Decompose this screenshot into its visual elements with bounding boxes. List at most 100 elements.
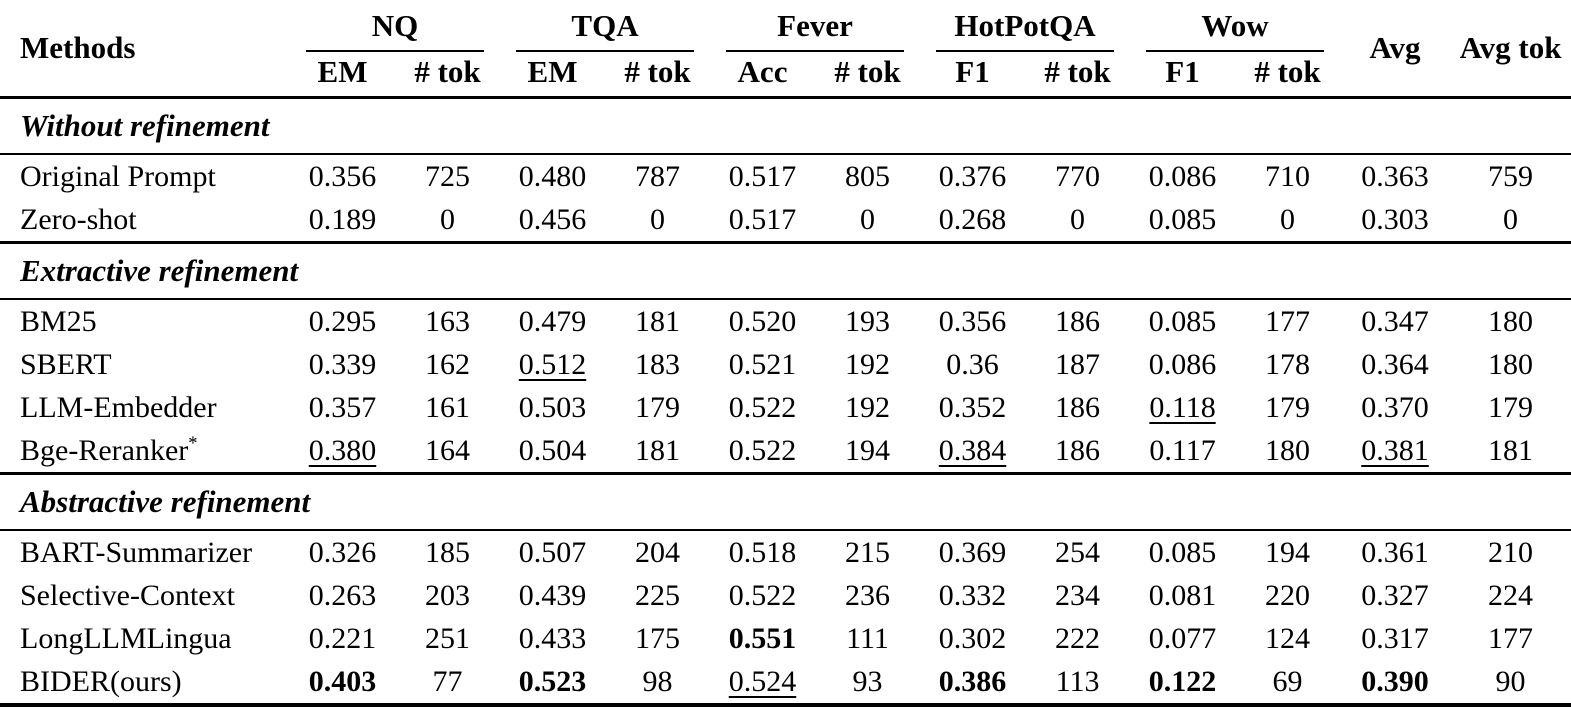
cell-value: 225 [635,578,680,612]
value-cell: 0.524 [710,660,815,707]
value-cell: 220 [1235,574,1340,617]
cell-value: 0.361 [1361,535,1429,569]
cell-value: 759 [1488,159,1534,193]
rule-under-fever [726,50,904,52]
value-cell: 0 [815,198,920,243]
cell-value: 186 [1055,390,1100,424]
avg-tok-column-header: Avg tok [1450,0,1571,99]
value-cell: 0.357 [290,386,395,429]
cell-value: 180 [1488,304,1534,338]
rule-under-nq [306,50,484,52]
section-title: Without refinement [0,96,1571,155]
value-cell: 236 [815,574,920,617]
group-header-row: Methods NQ TQA Fever HotPotQA Wow Avg [0,0,1571,99]
value-cell: 0 [1450,198,1571,243]
subheader-nq-em: EM [290,52,395,99]
cell-value: 0.403 [308,664,377,698]
value-cell: 0.456 [500,198,605,243]
value-cell: 177 [1235,299,1340,343]
section-header-row: Abstractive refinement [0,472,1571,531]
rule-under-wow [1146,50,1325,52]
cell-value: 69 [1272,664,1303,698]
method-name: BART-Summarizer [0,530,290,574]
table-row: SBERT 0.339 162 0.512 183 0.521 192 0.36 187 0.08… [0,343,1571,386]
cell-value: 179 [1265,390,1311,424]
value-cell: 180 [1450,299,1571,343]
value-cell: 0.122 [1130,660,1236,707]
value-cell: 0.380 [290,429,395,474]
cell-value: 0.36 [946,347,999,381]
group-label-nq: NQ [371,8,419,43]
value-cell: 0.327 [1340,574,1450,617]
method-name: Original Prompt [0,154,290,198]
cell-value: 180 [1265,433,1311,467]
cell-value: 0.268 [938,202,1007,236]
method-name: Selective-Context [0,574,290,617]
table-row: Selective-Context 0.263 203 0.439 225 0.522 23… [0,574,1571,617]
value-cell: 192 [815,343,920,386]
value-cell: 0.117 [1130,429,1235,474]
cell-value: 0.439 [518,578,587,612]
table-row: Zero-shot 0.189 0 0.456 0 0.517 0 0.268 0 0.085 0 0… [0,198,1571,243]
cell-value: 113 [1055,664,1100,698]
cell-value: 0.221 [308,621,377,655]
cell-value: 0.085 [1148,202,1217,236]
value-cell: 0.268 [920,198,1025,243]
value-cell: 0.433 [500,617,605,660]
value-cell: 0.347 [1340,299,1450,343]
cell-value: 0.189 [308,202,377,236]
value-cell: 0.479 [500,299,605,343]
cell-value: 193 [845,304,890,338]
cell-value: 210 [1488,535,1534,569]
value-cell: 0.520 [710,299,815,343]
cell-value: 251 [425,621,470,655]
value-cell: 77 [395,660,500,707]
table-body: Without refinement Original Prompt 0.356 72… [0,96,1571,707]
cell-value: 0.507 [518,535,587,569]
cell-value: 0.504 [518,433,587,467]
value-cell: 0.522 [710,574,815,617]
value-cell: 194 [1235,530,1340,574]
value-cell: 181 [1450,429,1571,474]
cell-value: 0.081 [1148,578,1217,612]
value-cell: 0.317 [1340,617,1450,660]
cell-value: 0.376 [938,159,1007,193]
cell-value: 0.384 [938,433,1007,467]
cell-value: 0.390 [1361,664,1429,698]
value-cell: 161 [395,386,500,429]
cell-value: 0.518 [728,535,797,569]
value-cell: 0.521 [710,343,815,386]
cell-value: 254 [1055,535,1100,569]
value-cell: 0.480 [500,154,605,198]
method-name: Zero-shot [0,198,290,243]
group-label-hotpotqa: HotPotQA [954,8,1096,43]
value-cell: 0.303 [1340,198,1450,243]
value-cell: 225 [605,574,710,617]
value-cell: 0.085 [1130,530,1235,574]
value-cell: 0.507 [500,530,605,574]
subheader-hotpotqa-f1: F1 [920,52,1025,99]
cell-value: 98 [642,664,673,698]
cell-value: 0.326 [308,535,377,569]
subheader-wow-f1: F1 [1130,52,1236,99]
value-cell: 710 [1235,154,1340,198]
value-cell: 185 [395,530,500,574]
value-cell: 0.263 [290,574,395,617]
cell-value: 0.503 [518,390,587,424]
cell-value: 0.303 [1361,202,1429,236]
value-cell: 179 [1450,386,1571,429]
value-cell: 0 [605,198,710,243]
value-cell: 194 [815,429,920,474]
cell-value: 0.118 [1149,390,1216,424]
method-name: LLM-Embedder [0,386,290,429]
value-cell: 0.221 [290,617,395,660]
value-cell: 0 [1025,198,1130,243]
value-cell: 180 [1235,429,1340,474]
section-title: Extractive refinement [0,241,1571,300]
value-cell: 192 [815,386,920,429]
value-cell: 0.361 [1340,530,1450,574]
cell-value: 192 [845,347,890,381]
value-cell: 0 [1235,198,1340,243]
method-label: Selective-Context [20,578,235,612]
